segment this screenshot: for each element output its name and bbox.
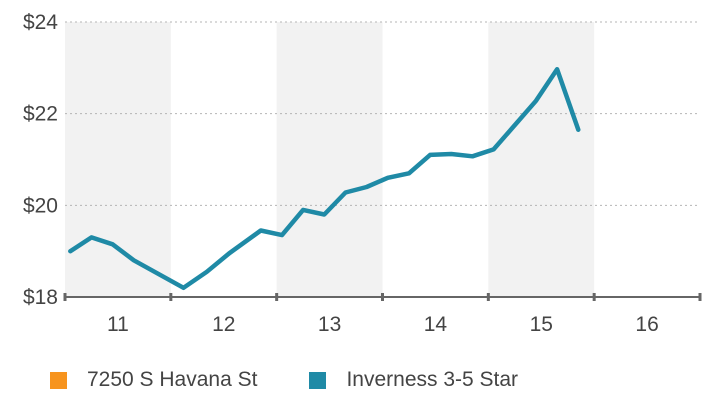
background-band [65, 22, 171, 297]
x-tick-label: 12 [212, 313, 235, 336]
background-band [488, 22, 595, 297]
legend-label-inverness: Inverness 3-5 Star [346, 368, 519, 391]
series-group [68, 66, 581, 291]
y-tick-label: $24 [23, 11, 58, 34]
legend-swatch-inverness [309, 371, 327, 389]
alternating-bands [65, 22, 595, 297]
line-chart: $18 $20 $22 $24 11 12 13 14 15 16 [23, 11, 702, 336]
series-line-inverness-3-5-star [68, 66, 581, 291]
background-band [276, 22, 383, 297]
x-tick-label: 14 [424, 313, 448, 336]
x-tick-label: 11 [107, 313, 129, 336]
legend: 7250 S Havana St Inverness 3-5 Star [50, 368, 570, 392]
legend-item-inverness[interactable]: Inverness 3-5 Star [309, 368, 518, 392]
x-axis-ticks: 11 12 13 14 15 16 [63, 293, 702, 336]
legend-label-havana: 7250 S Havana St [87, 368, 258, 391]
x-tick-label: 13 [318, 313, 341, 336]
y-axis-ticks: $18 $20 $22 $24 [23, 11, 58, 309]
y-tick-label: $18 [23, 286, 58, 309]
y-tick-label: $22 [23, 103, 58, 126]
y-tick-label: $20 [23, 194, 58, 217]
gridlines [65, 21, 700, 206]
legend-item-7250-s-havana-st[interactable]: 7250 S Havana St [50, 368, 257, 392]
x-tick-label: 16 [635, 313, 658, 336]
x-tick-label: 15 [530, 313, 553, 336]
legend-swatch-havana [50, 371, 67, 389]
